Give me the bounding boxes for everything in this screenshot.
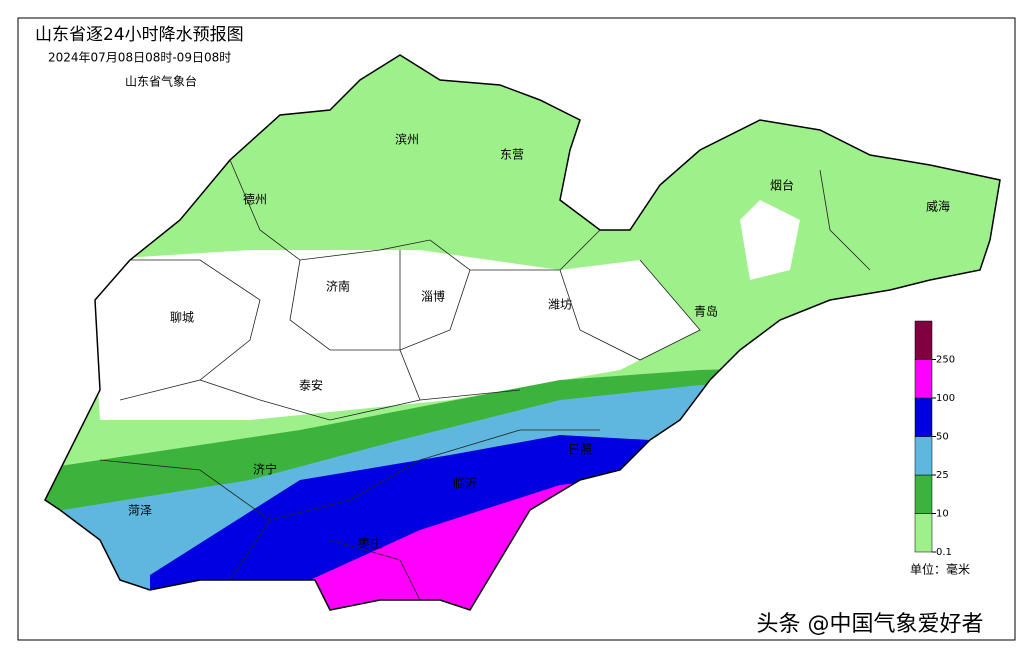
legend: 0.1 10 25 50 100 250 bbox=[914, 320, 955, 558]
city-borders bbox=[99, 159, 871, 601]
legend-swatch bbox=[914, 513, 933, 553]
city-label: 济南 bbox=[326, 279, 350, 294]
city-label: 日照 bbox=[568, 443, 592, 457]
city-label: 青岛 bbox=[694, 304, 718, 319]
province-outline bbox=[44, 54, 1001, 611]
city-label: 滨州 bbox=[395, 132, 419, 147]
city-label: 威海 bbox=[926, 199, 950, 214]
issuer: 山东省气象台 bbox=[125, 74, 197, 89]
map-subtitle: 2024年07月08日08时-09日08时 bbox=[48, 51, 231, 65]
area-no-rain bbox=[740, 200, 800, 280]
legend-swatch bbox=[914, 359, 933, 399]
city-label: 东营 bbox=[500, 148, 524, 162]
city-label: 潍坊 bbox=[548, 297, 572, 312]
legend-swatch bbox=[914, 474, 933, 514]
legend-swatch bbox=[914, 397, 933, 437]
frame bbox=[17, 17, 1016, 641]
city-label: 烟台 bbox=[770, 178, 794, 193]
city-labels: 滨州 东营 德州 烟台 威海 济南 淄博 潍坊 聊城 青岛 泰安 济宁 临沂 日… bbox=[128, 132, 950, 551]
legend-swatch bbox=[914, 320, 933, 360]
legend-tick-label: 250 bbox=[936, 355, 955, 366]
legend-tick-label: 100 bbox=[936, 393, 955, 404]
legend-tick-label: 50 bbox=[936, 432, 949, 443]
area-no-rain bbox=[90, 250, 700, 420]
city-label: 济宁 bbox=[253, 462, 277, 477]
city-label: 临沂 bbox=[453, 477, 477, 491]
city-label: 德州 bbox=[243, 192, 267, 207]
legend-swatch bbox=[914, 436, 933, 476]
map-title: 山东省逐24小时降水预报图 bbox=[35, 25, 244, 45]
city-label: 聊城 bbox=[170, 311, 194, 325]
legend-tick-label: 0.1 bbox=[936, 547, 952, 558]
legend-tick-label: 10 bbox=[936, 509, 949, 520]
watermark: 头条 @中国气象爱好者 bbox=[757, 612, 984, 637]
legend-unit: 单位：毫米 bbox=[910, 562, 970, 577]
city-label: 淄博 bbox=[421, 289, 445, 304]
city-label: 菏泽 bbox=[128, 504, 152, 518]
legend-tick-label: 25 bbox=[936, 470, 949, 481]
city-label: 枣庄 bbox=[358, 536, 382, 551]
city-label: 泰安 bbox=[299, 378, 323, 393]
